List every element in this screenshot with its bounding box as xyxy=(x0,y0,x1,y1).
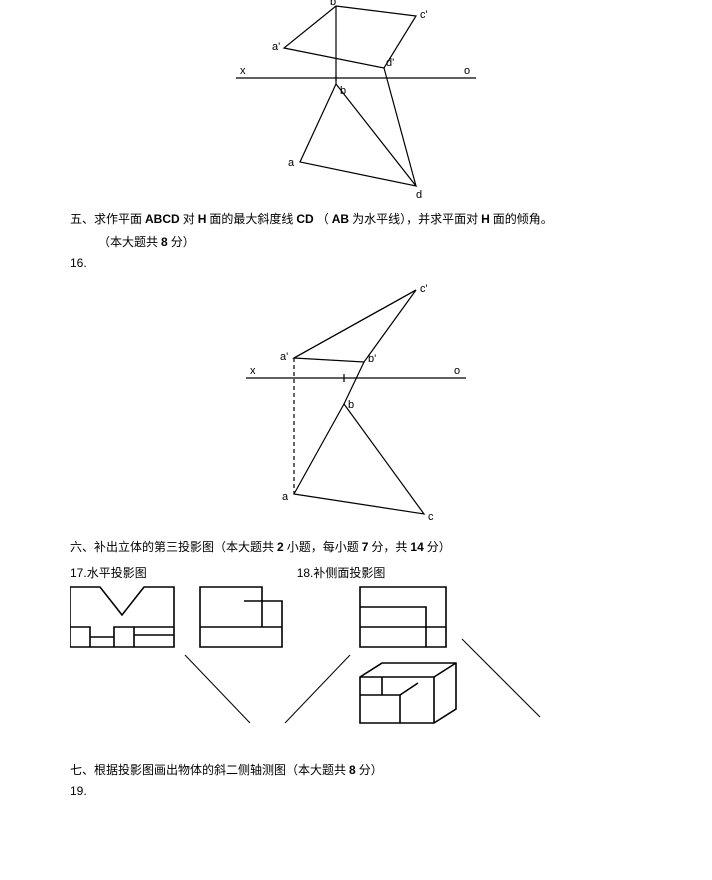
s5-t2: 对 xyxy=(183,212,198,226)
figure-q16: c' a' b' x o b a c xyxy=(216,276,496,528)
view17-side xyxy=(200,587,282,647)
s7-t1: 七、根据投影图画出物体的斜二侧轴测图（本大题共 xyxy=(70,763,349,777)
label-d: d xyxy=(416,189,422,200)
section6-heading: 六、补出立体的第三投影图（本大题共 2 小题，每小题 7 分，共 14 分） xyxy=(70,538,642,557)
s6-n7: 7 xyxy=(362,540,369,554)
s5-t4: （ xyxy=(317,212,329,226)
view18-plan xyxy=(360,663,456,723)
s5-pts: 8 xyxy=(161,235,168,249)
s5-h1: H xyxy=(198,212,207,226)
label-a: a xyxy=(288,157,295,169)
s6-n2: 2 xyxy=(277,540,284,554)
q17-num: 17. xyxy=(70,566,87,580)
figure-q15: b' c' a' d' x o b a d xyxy=(216,0,496,200)
q18-zh: 补侧面投影图 xyxy=(313,566,385,580)
s7-t2: 分） xyxy=(359,763,383,777)
s5-abcd: ABCD xyxy=(145,212,180,226)
label-b: b xyxy=(348,399,354,411)
label-ap: a' xyxy=(280,351,288,363)
section7-heading: 七、根据投影图画出物体的斜二侧轴测图（本大题共 8 分） xyxy=(70,761,642,780)
label-b: b xyxy=(340,85,346,97)
s6-t2: 小题，每小题 xyxy=(287,540,362,554)
label-x: x xyxy=(240,65,246,77)
s6-t1: 六、补出立体的第三投影图（本大题共 xyxy=(70,540,277,554)
s5-t1: 五、求作平面 xyxy=(70,212,145,226)
label-o: o xyxy=(464,65,470,77)
s5-sub1: （本大题共 xyxy=(98,235,161,249)
q19-number: 19. xyxy=(70,784,642,798)
s5-t6: 面的倾角。 xyxy=(493,212,553,226)
label-dp: d' xyxy=(386,57,394,69)
s5-t5: 为水平线），并求平面对 xyxy=(352,212,481,226)
label-ap: a' xyxy=(272,41,280,53)
section5-heading: 五、求作平面 ABCD 对 H 面的最大斜度线 CD （ AB 为水平线），并求… xyxy=(70,210,642,229)
s7-pts: 8 xyxy=(349,763,356,777)
s6-n14: 14 xyxy=(410,540,423,554)
fold-lines xyxy=(185,639,540,723)
s5-h2: H xyxy=(481,212,490,226)
s6-t4: 分） xyxy=(427,540,451,554)
label-o: o xyxy=(454,365,460,377)
q16-number: 16. xyxy=(70,256,642,270)
label-bp: b' xyxy=(368,353,376,365)
label-cp: c' xyxy=(420,283,428,295)
label-cp: c' xyxy=(420,9,428,21)
section6-sublabels: 17.水平投影图 18.补侧面投影图 xyxy=(70,564,642,581)
q18-num: 18. xyxy=(297,566,314,580)
label-x: x xyxy=(250,365,256,377)
s5-t3: 面的最大斜度线 xyxy=(209,212,296,226)
s6-t3: 分，共 xyxy=(371,540,410,554)
label-a: a xyxy=(282,491,289,503)
label-c: c xyxy=(428,511,434,523)
label-bp: b' xyxy=(330,0,338,8)
s5-cd: CD xyxy=(296,212,313,226)
view17-front xyxy=(70,587,174,647)
figure-section6 xyxy=(70,583,640,743)
q17-zh: 水平投影图 xyxy=(87,566,147,580)
view18-front xyxy=(360,587,446,647)
s5-ab: AB xyxy=(332,212,349,226)
section5-sub: （本大题共 8 分） xyxy=(70,233,642,252)
s5-sub2: 分） xyxy=(171,235,195,249)
